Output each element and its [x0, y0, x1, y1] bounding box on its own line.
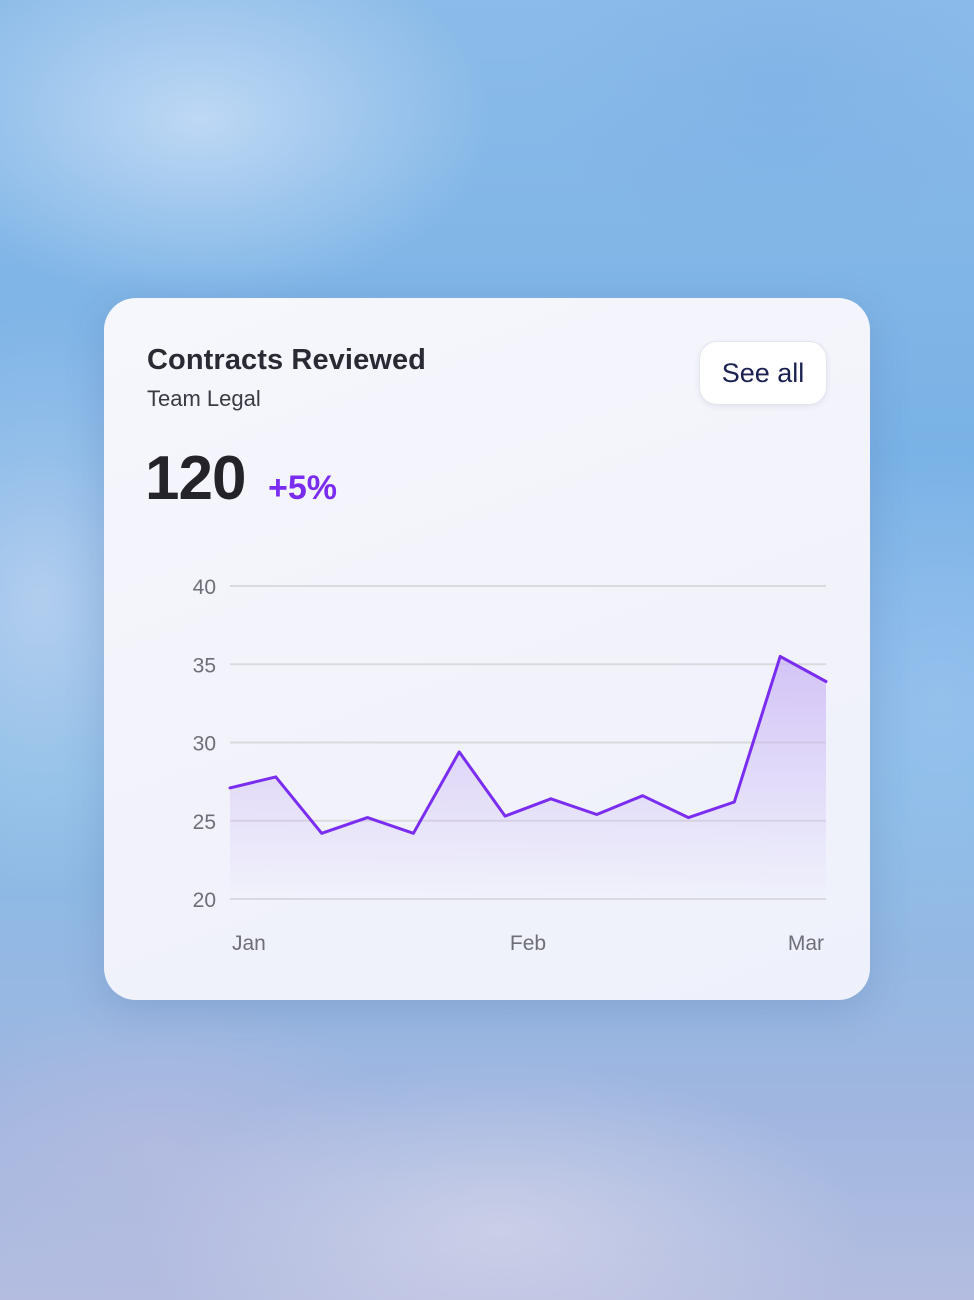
see-all-button[interactable]: See all: [699, 341, 827, 405]
line-chart: 20 25 30 35 40 Jan Feb Mar: [193, 576, 828, 955]
x-tick-label: Mar: [788, 932, 824, 955]
y-tick-label: 40: [193, 576, 216, 599]
y-tick-label: 35: [193, 654, 216, 677]
metric-change: +5%: [268, 469, 337, 507]
y-tick-label: 30: [193, 733, 216, 756]
card-title: Contracts Reviewed: [147, 344, 426, 376]
contracts-reviewed-card: Contracts Reviewed Team Legal See all 12…: [104, 298, 870, 1000]
series-line: [228, 654, 828, 835]
metric-value: 120: [145, 444, 246, 513]
y-axis-ticks: 20 25 30 35 40: [193, 576, 216, 912]
y-tick-label: 25: [193, 811, 216, 834]
area-fill-layer: [230, 656, 826, 899]
y-tick-label: 20: [193, 889, 216, 912]
card-subtitle: Team Legal: [147, 386, 261, 411]
x-axis-ticks: Jan Feb Mar: [232, 932, 824, 955]
series-area: [230, 656, 826, 899]
line-layer: [228, 654, 828, 835]
x-tick-label: Jan: [232, 932, 266, 955]
x-tick-label: Feb: [510, 932, 546, 955]
